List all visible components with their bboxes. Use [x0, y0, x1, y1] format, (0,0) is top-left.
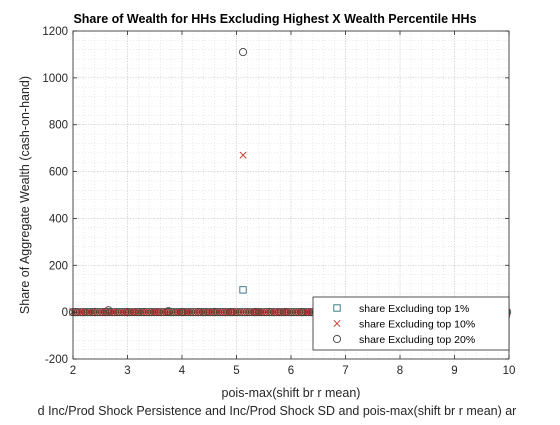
y-tick-label: 1000	[42, 73, 68, 85]
y-tick-label: 1200	[42, 26, 68, 38]
axis-ticks	[72, 30, 510, 360]
legend-label: share Excluding top 20%	[359, 334, 475, 346]
x-tick-label: 3	[124, 365, 130, 377]
legend-box	[312, 296, 510, 351]
x-axis-label: pois-max(shift br r mean)	[222, 386, 361, 400]
y-tick-labels: -200 0 200 400 600 800 1000 1200	[42, 26, 68, 366]
chart-title: Share of Wealth for HHs Excluding Highes…	[73, 12, 476, 26]
y-tick-label: 800	[49, 120, 68, 132]
x-tick-label: 6	[288, 365, 294, 377]
legend-marker	[333, 319, 341, 328]
data-point	[238, 48, 248, 57]
y-tick-label: -200	[45, 354, 68, 366]
legend: share Excluding top 1% share Excluding to…	[312, 296, 510, 351]
y-tick-label: 400	[49, 213, 68, 225]
legend-label: share Excluding top 1%	[359, 303, 469, 315]
data-point	[239, 286, 247, 294]
x-tick-label: 7	[342, 365, 348, 377]
legend-marker	[332, 334, 342, 344]
x-tick-labels: 2 3 4 5 6 7 8 9 10	[70, 365, 516, 377]
y-tick-label: 600	[49, 167, 68, 179]
y-axis-label: Share of Aggregate Wealth (cash-on-hand)	[18, 76, 32, 314]
x-tick-label: 2	[70, 365, 76, 377]
x-tick-label: 4	[179, 365, 186, 377]
legend-label: share Excluding top 10%	[359, 319, 475, 331]
x-tick-label: 8	[397, 365, 403, 377]
x-tick-label: 10	[503, 365, 516, 377]
y-tick-label: 0	[62, 307, 68, 319]
x-tick-label: 5	[233, 365, 239, 377]
x-tick-label: 9	[451, 365, 457, 377]
legend-marker	[333, 304, 341, 312]
footer-label: d Inc/Prod Shock Persistence and Inc/Pro…	[38, 404, 517, 418]
y-tick-label: 200	[49, 260, 68, 272]
data-point	[239, 151, 247, 159]
